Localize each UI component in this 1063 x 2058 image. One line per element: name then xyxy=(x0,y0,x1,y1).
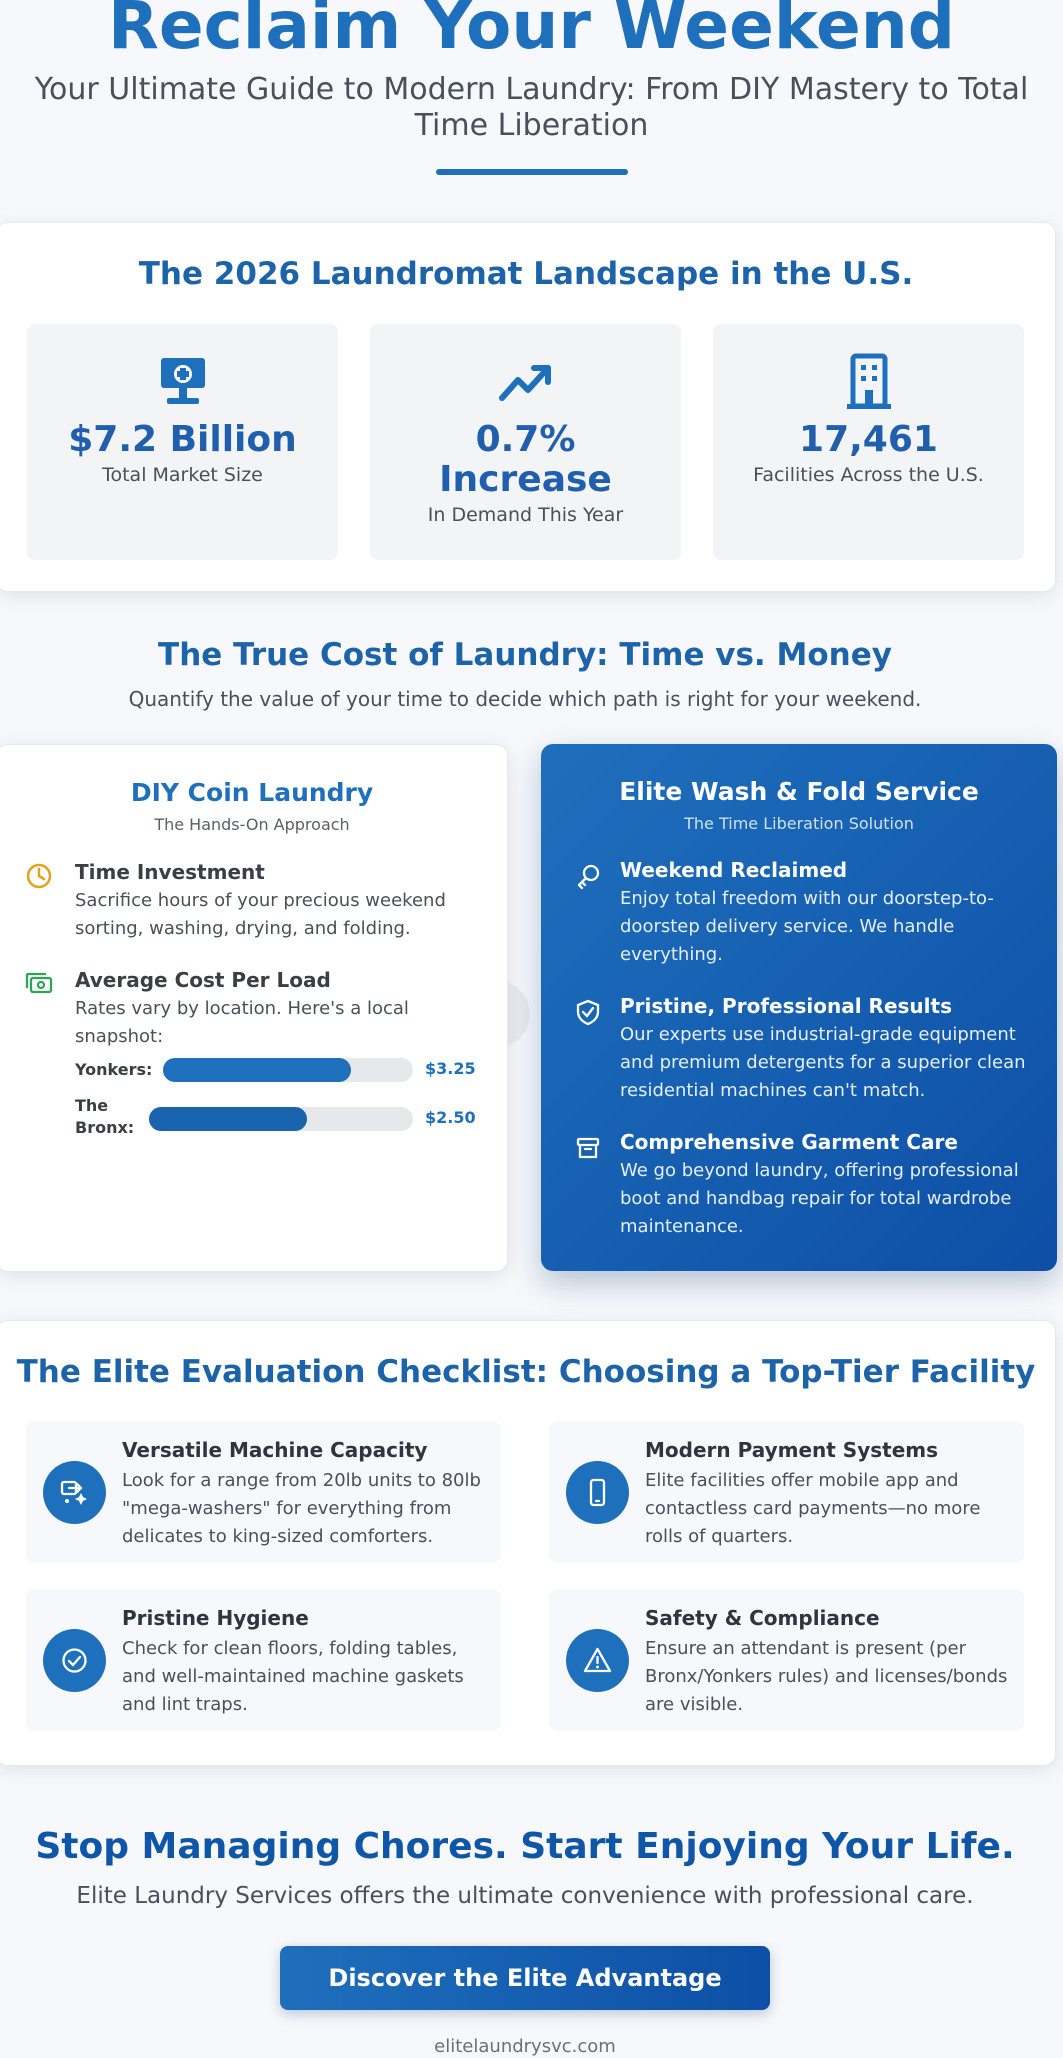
cta-title: Stop Managing Chores. Start Enjoying You… xyxy=(35,1826,1015,1867)
diy-feature-cost: Average Cost Per Load Rates vary by loca… xyxy=(25,968,465,1051)
feature-title: Time Investment xyxy=(75,860,265,884)
diy-title: DIY Coin Laundry xyxy=(130,778,374,807)
page-title: Reclaim Your Weekend xyxy=(108,0,955,52)
checklist-item-title: Modern Payment Systems xyxy=(645,1438,939,1462)
checklist-card: The Elite Evaluation Checklist: Choosing… xyxy=(0,1320,1056,1766)
price-label: Yonkers: xyxy=(75,1060,153,1079)
warning-icon xyxy=(566,1629,629,1692)
stat-value: 17,461 xyxy=(799,419,938,460)
checklist-item-capacity: Versatile Machine Capacity Look for a ra… xyxy=(26,1421,501,1563)
title-divider xyxy=(435,169,628,175)
stat-label: Facilities Across the U.S. xyxy=(753,464,984,486)
cta-subtitle: Elite Laundry Services offers the ultima… xyxy=(76,1883,974,1909)
cost-header: The True Cost of Laundry: Time vs. Money… xyxy=(0,637,1050,711)
shield-check-icon xyxy=(574,998,602,1026)
feature-desc: We go beyond laundry, offering professio… xyxy=(620,1160,1019,1237)
landscape-title: The 2026 Laundromat Landscape in the U.S… xyxy=(138,256,914,292)
building-icon xyxy=(839,352,899,412)
price-value: $2.50 xyxy=(425,1108,476,1127)
checklist-item-desc: Elite facilities offer mobile app and co… xyxy=(645,1470,981,1547)
feature-desc: Enjoy total freedom with our doorstep-to… xyxy=(620,888,994,965)
checklist-item-desc: Check for clean floors, folding tables, … xyxy=(122,1638,464,1715)
diy-card: DIY Coin Laundry The Hands-On Approach T… xyxy=(0,744,508,1272)
elite-card: Elite Wash & Fold Service The Time Liber… xyxy=(541,744,1057,1271)
stat-demand: 0.7% Increase In Demand This Year xyxy=(370,324,681,560)
feature-title: Weekend Reclaimed xyxy=(620,858,848,882)
feature-desc: Sacrifice hours of your precious weekend… xyxy=(75,890,446,939)
hero-section: Reclaim Your Weekend Your Ultimate Guide… xyxy=(0,0,1063,175)
price-bar-fill xyxy=(149,1107,308,1131)
checklist-item-desc: Ensure an attendant is present (per Bron… xyxy=(645,1638,1008,1715)
checklist-item-title: Pristine Hygiene xyxy=(122,1606,309,1630)
cta-section: Stop Managing Chores. Start Enjoying You… xyxy=(0,1826,1050,1909)
check-circle-icon xyxy=(43,1629,106,1692)
checklist-item-title: Safety & Compliance xyxy=(645,1606,880,1630)
stat-value: $7.2 Billion xyxy=(68,419,297,460)
feature-title: Comprehensive Garment Care xyxy=(620,1130,958,1154)
key-icon xyxy=(574,862,602,890)
elite-feature-garment: Comprehensive Garment Care We go beyond … xyxy=(574,1130,1034,1241)
checklist-title: The Elite Evaluation Checklist: Choosing… xyxy=(16,1354,1036,1390)
archive-box-icon xyxy=(574,1134,602,1162)
stat-label: Total Market Size xyxy=(102,464,263,486)
cost-title: The True Cost of Laundry: Time vs. Money xyxy=(158,637,892,673)
market-icon xyxy=(153,352,213,412)
landscape-card: The 2026 Laundromat Landscape in the U.S… xyxy=(0,222,1056,592)
checklist-item-hygiene: Pristine Hygiene Check for clean floors,… xyxy=(26,1589,501,1731)
price-value: $3.25 xyxy=(425,1059,476,1078)
price-bar-fill xyxy=(163,1058,351,1082)
footer-url[interactable]: elitelaundrysvc.com xyxy=(434,2036,616,2057)
feature-title: Pristine, Professional Results xyxy=(620,994,952,1018)
trend-up-icon xyxy=(496,352,556,412)
stat-facilities: 17,461 Facilities Across the U.S. xyxy=(713,324,1024,560)
diy-feature-time: Time Investment Sacrifice hours of your … xyxy=(25,860,465,943)
price-bar-track xyxy=(149,1107,413,1131)
machine-capacity-icon xyxy=(43,1461,106,1524)
feature-title: Average Cost Per Load xyxy=(75,968,331,992)
mobile-phone-icon xyxy=(566,1461,629,1524)
elite-feature-weekend: Weekend Reclaimed Enjoy total freedom wi… xyxy=(574,858,1034,969)
stat-value: 0.7% Increase xyxy=(439,419,612,500)
stat-market-size: $7.2 Billion Total Market Size xyxy=(27,324,338,560)
checklist-item-desc: Look for a range from 20lb units to 80lb… xyxy=(122,1470,481,1547)
feature-desc: Our experts use industrial-grade equipme… xyxy=(620,1024,1026,1101)
elite-title: Elite Wash & Fold Service xyxy=(619,777,979,806)
checklist-item-title: Versatile Machine Capacity xyxy=(122,1438,428,1462)
price-bar-track xyxy=(163,1058,413,1082)
checklist-item-safety: Safety & Compliance Ensure an attendant … xyxy=(549,1589,1024,1731)
checklist-item-payment: Modern Payment Systems Elite facilities … xyxy=(549,1421,1024,1563)
elite-feature-results: Pristine, Professional Results Our exper… xyxy=(574,994,1034,1105)
cash-icon xyxy=(25,970,53,998)
stat-label: In Demand This Year xyxy=(427,504,624,526)
price-label: The Bronx: xyxy=(75,1096,135,1137)
feature-desc: Rates vary by location. Here's a local s… xyxy=(75,998,409,1047)
elite-tagline: The Time Liberation Solution xyxy=(684,814,914,833)
clock-icon xyxy=(25,862,53,890)
page-subtitle: Your Ultimate Guide to Modern Laundry: F… xyxy=(34,72,1029,143)
diy-tagline: The Hands-On Approach xyxy=(154,815,350,834)
discover-elite-button[interactable]: Discover the Elite Advantage xyxy=(280,1946,770,2010)
cost-subtitle: Quantify the value of your time to decid… xyxy=(128,687,922,711)
